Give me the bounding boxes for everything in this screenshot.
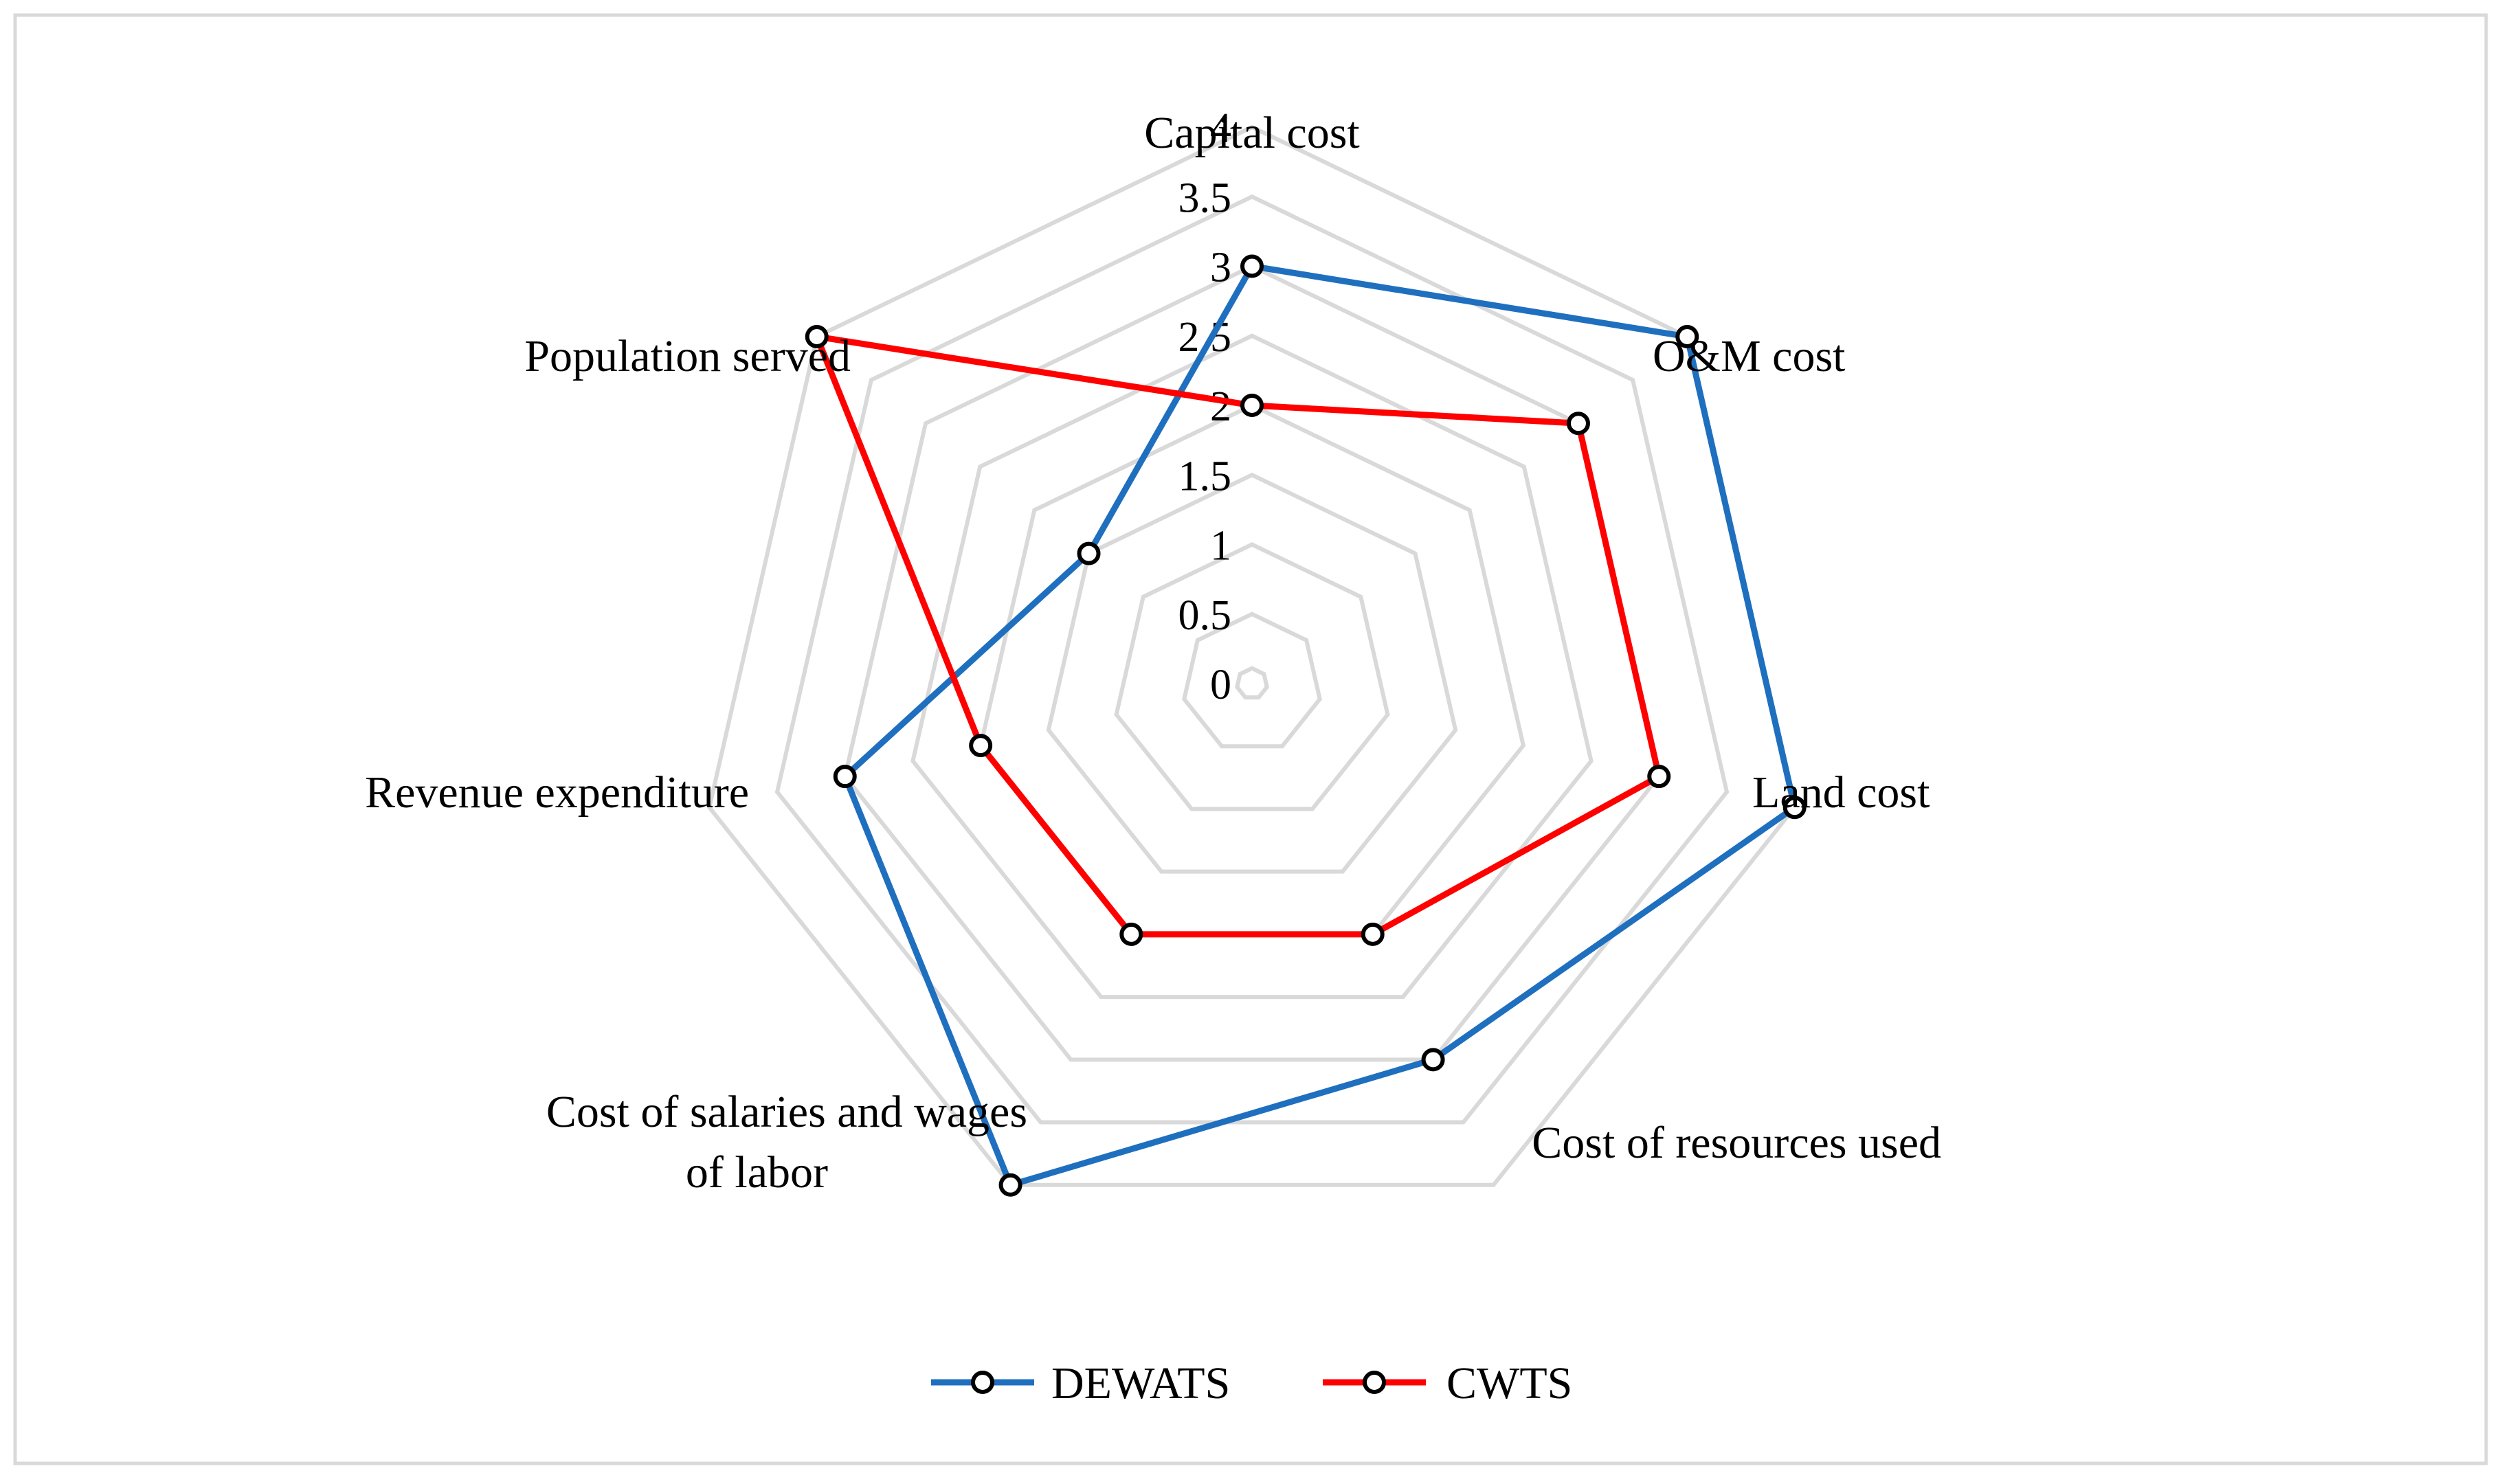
category-label: Capital cost	[1144, 108, 1359, 158]
radial-tick-label: 4	[1210, 105, 1231, 152]
chart-border	[13, 13, 2488, 1465]
legend-marker	[1363, 1371, 1386, 1394]
data-point	[1421, 1048, 1445, 1072]
radial-tick-label: 3	[1210, 245, 1231, 291]
radial-tick-label: 2	[1210, 383, 1231, 430]
category-label: Cost of resources used	[1532, 1118, 1941, 1168]
category-labels: Capital cost O&M cost Land cost Cost of res…	[365, 108, 1941, 1198]
data-point	[1675, 324, 1699, 348]
legend-marker	[971, 1371, 994, 1394]
grid-ring	[1182, 611, 1322, 749]
series-dewats	[833, 254, 1807, 1197]
series-line	[814, 333, 1662, 938]
data-point	[805, 324, 829, 348]
data-point	[1240, 394, 1264, 417]
category-label: Revenue expenditure	[365, 767, 749, 818]
data-point	[1647, 765, 1671, 789]
grid-ring	[1235, 666, 1269, 700]
data-point	[998, 1173, 1022, 1197]
data-point	[1240, 254, 1264, 278]
data-point	[1077, 541, 1101, 565]
grid-ring	[910, 333, 1594, 1000]
legend-label: DEWATS	[1051, 1358, 1230, 1408]
category-label: Cost of salaries and wages of labor	[546, 1087, 1027, 1198]
radial-tick-label: 1.5	[1178, 453, 1232, 499]
radial-tick-label: 1	[1210, 523, 1231, 570]
data-point	[1119, 922, 1143, 946]
category-label: O&M cost	[1653, 331, 1846, 381]
data-point	[1361, 922, 1385, 946]
legend: DEWATS CWTS	[931, 1358, 1572, 1408]
radial-tick-label: 0	[1210, 662, 1231, 708]
radial-tick-label: 0.5	[1178, 592, 1232, 639]
grid-ring	[1114, 542, 1390, 811]
data-point	[1566, 412, 1590, 436]
category-label: Land cost	[1752, 767, 1930, 818]
radial-tick-label: 3.5	[1178, 175, 1232, 221]
grid-ring	[774, 194, 1730, 1125]
series-cwts	[805, 324, 1671, 946]
series-line	[842, 263, 1798, 1189]
data-point	[969, 734, 993, 758]
data-point	[833, 765, 857, 789]
grid-ring	[1046, 472, 1458, 874]
data-point	[1782, 796, 1807, 820]
series-lines	[805, 254, 1807, 1197]
category-label: Population served	[524, 331, 851, 381]
legend-item-dewats: DEWATS	[931, 1358, 1230, 1408]
legend-label: CWTS	[1446, 1358, 1572, 1408]
legend-item-cwts: CWTS	[1323, 1358, 1572, 1408]
